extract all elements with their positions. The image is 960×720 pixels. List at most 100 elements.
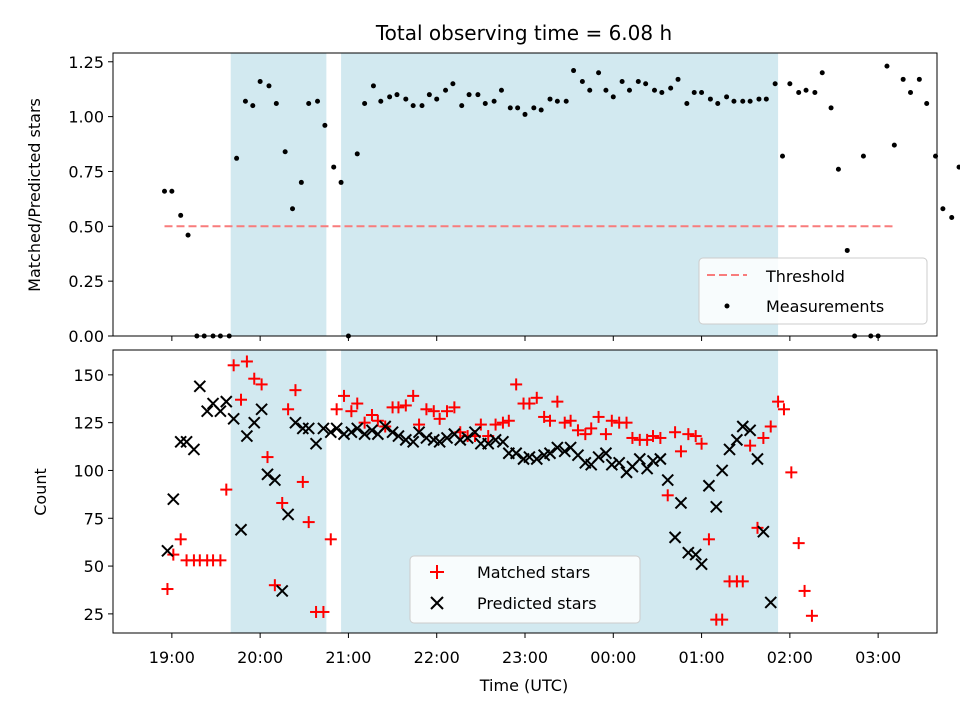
measurement-point bbox=[828, 105, 834, 111]
predicted-star-point bbox=[489, 433, 502, 447]
x-tick-label: 02:00 bbox=[767, 648, 813, 667]
matched-star-point bbox=[502, 414, 515, 427]
measurement-point bbox=[554, 98, 560, 104]
x-axis-label: Time (UTC) bbox=[479, 676, 568, 695]
measurement-point bbox=[491, 98, 497, 104]
measurement-point bbox=[916, 76, 922, 82]
matched-star-point bbox=[324, 533, 337, 546]
matched-star-point bbox=[571, 424, 584, 437]
matched-star-point bbox=[240, 355, 253, 368]
matched-star-point bbox=[296, 475, 309, 488]
measurement-point bbox=[290, 206, 296, 212]
matched-star-point bbox=[695, 437, 708, 450]
predicted-star-point bbox=[337, 427, 351, 441]
matched-stars-points bbox=[161, 355, 818, 626]
predicted-star-point bbox=[324, 426, 337, 439]
measurement-point bbox=[282, 149, 288, 155]
predicted-star-point bbox=[468, 426, 482, 439]
predicted-star-point bbox=[723, 443, 736, 456]
measurement-point bbox=[475, 92, 481, 98]
predicted-star-point bbox=[496, 435, 510, 448]
measurement-point bbox=[338, 179, 344, 185]
matched-star-point bbox=[235, 393, 248, 406]
predicted-star-point bbox=[330, 422, 343, 435]
matched-star-point bbox=[605, 414, 618, 427]
predicted-star-point bbox=[509, 447, 523, 460]
bottom-y-tick-label: 50 bbox=[84, 557, 104, 576]
predicted-star-point bbox=[558, 445, 571, 458]
measurement-point bbox=[707, 96, 713, 102]
measurement-point bbox=[563, 98, 569, 104]
predicted-star-point bbox=[654, 452, 667, 466]
measurement-point bbox=[684, 100, 690, 106]
matched-star-point bbox=[420, 403, 433, 416]
measurement-point bbox=[819, 70, 825, 76]
measurement-point bbox=[835, 166, 841, 172]
predicted-star-point bbox=[454, 433, 467, 447]
measurement-point bbox=[498, 87, 504, 93]
measurement-point bbox=[796, 89, 802, 95]
bottom-y-axis-label: Count bbox=[31, 468, 50, 516]
predicted-star-point bbox=[234, 523, 248, 536]
predicted-star-point bbox=[710, 500, 723, 514]
top-y-tick-label: 1.00 bbox=[68, 108, 104, 127]
matched-star-point bbox=[317, 605, 330, 618]
predicted-star-point bbox=[174, 435, 187, 448]
measurement-point bbox=[860, 153, 866, 159]
measurement-point bbox=[908, 89, 914, 95]
matched-star-point bbox=[620, 416, 633, 429]
predicted-star-point bbox=[412, 426, 426, 439]
matched-star-point bbox=[661, 489, 674, 502]
predicted-star-point bbox=[702, 479, 716, 492]
top-panel: 0.00 0.25 0.50 0.75 1.00 1.25 Matched/Predict… bbox=[25, 52, 960, 346]
x-tick-label: 22:00 bbox=[414, 648, 460, 667]
measurement-point bbox=[803, 87, 809, 93]
measurement-point bbox=[234, 155, 240, 161]
predicted-star-point bbox=[240, 429, 254, 443]
matched-star-point bbox=[682, 428, 695, 441]
predicted-star-point bbox=[220, 395, 233, 408]
predicted-star-point bbox=[543, 447, 557, 460]
predicted-star-point bbox=[612, 456, 626, 470]
predicted-star-point bbox=[689, 548, 702, 561]
matched-star-point bbox=[448, 401, 461, 414]
measurement-point bbox=[956, 164, 960, 170]
measurement-point bbox=[812, 89, 818, 95]
top-legend-box bbox=[698, 257, 928, 325]
matched-star-point bbox=[255, 378, 268, 391]
measurement-point bbox=[756, 96, 762, 102]
matched-star-point bbox=[736, 575, 749, 588]
predicted-star-point bbox=[379, 420, 392, 433]
predicted-star-point bbox=[365, 424, 379, 437]
matched-star-point bbox=[433, 412, 446, 425]
matched-star-point bbox=[161, 583, 174, 596]
measurement-point bbox=[691, 89, 697, 95]
matched-star-point bbox=[441, 405, 454, 418]
measurement-point bbox=[419, 103, 425, 109]
predicted-star-point bbox=[161, 544, 174, 557]
measurement-point bbox=[315, 98, 321, 104]
legend-measurements-swatch bbox=[724, 303, 730, 309]
matched-star-point bbox=[805, 609, 818, 622]
matched-star-point bbox=[751, 521, 764, 534]
predicted-star-point bbox=[386, 426, 399, 439]
predicted-star-point bbox=[674, 496, 688, 510]
bottom-y-tick-label: 125 bbox=[73, 414, 104, 433]
measurement-point bbox=[403, 96, 409, 102]
measurement-point bbox=[250, 103, 256, 109]
top-y-tick-label: 0.50 bbox=[68, 217, 104, 236]
measurement-point bbox=[178, 212, 184, 218]
measurement-point bbox=[331, 164, 337, 170]
measurement-point bbox=[699, 89, 705, 95]
matched-star-point bbox=[764, 420, 777, 433]
measurement-point bbox=[571, 68, 577, 74]
top-legend: Threshold Measurements bbox=[698, 257, 928, 325]
matched-star-point bbox=[744, 439, 757, 452]
predicted-star-point bbox=[433, 435, 446, 448]
matched-star-point bbox=[282, 403, 295, 416]
top-y-axis-label: Matched/Predicted stars bbox=[25, 98, 44, 292]
measurement-point bbox=[643, 81, 649, 87]
measurement-point bbox=[362, 100, 368, 106]
matched-star-point bbox=[261, 451, 274, 464]
top-y-tick-label: 0.25 bbox=[68, 272, 104, 291]
